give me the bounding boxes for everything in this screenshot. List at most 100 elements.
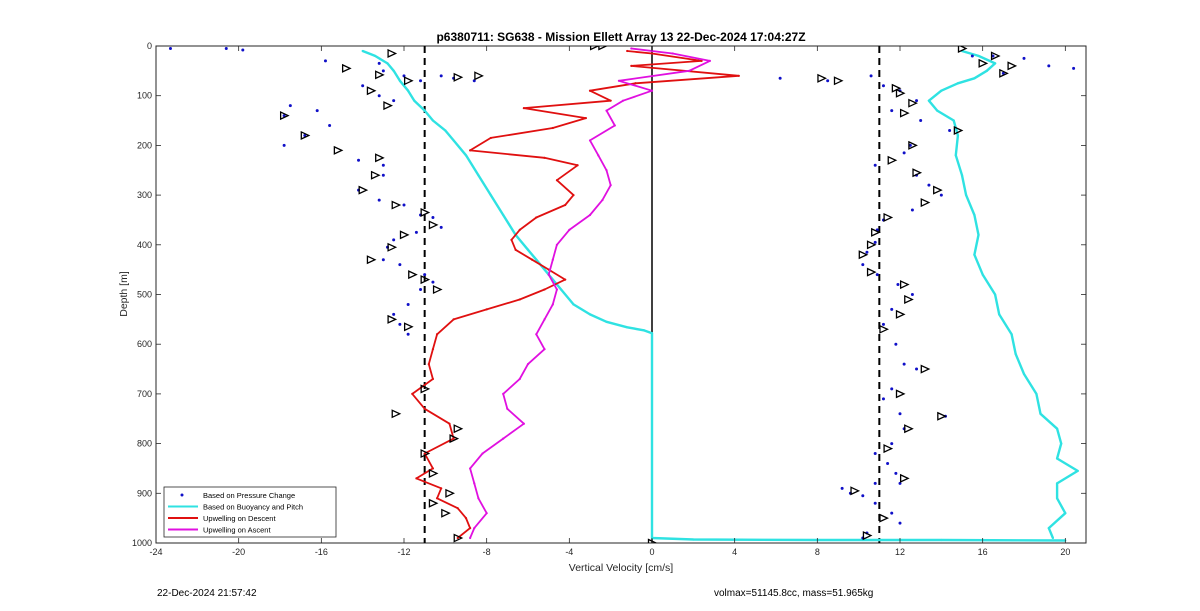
triangle-marker [408, 270, 418, 280]
series-point [502, 392, 505, 395]
triangle-marker [449, 434, 460, 444]
series-point [423, 407, 426, 410]
data-point [361, 84, 365, 88]
x-tick-label: 8 [815, 547, 820, 557]
series-point [535, 216, 538, 219]
triangle-marker [904, 424, 914, 434]
series-point [708, 59, 711, 63]
triangle-marker [850, 486, 861, 496]
series-point [502, 437, 505, 440]
series-point [559, 288, 563, 291]
data-point [168, 46, 172, 50]
triangle-marker [341, 63, 352, 73]
series-point [431, 377, 435, 381]
series-point [1076, 469, 1079, 473]
series-point [977, 54, 980, 58]
triangle-marker [887, 155, 898, 165]
series-based-on-buoyancy-and-pitch [361, 49, 1079, 542]
data-point [869, 74, 873, 78]
data-point [881, 322, 885, 326]
series-point [700, 59, 703, 63]
series-point [609, 99, 612, 102]
triangle-marker [366, 255, 377, 265]
data-point [970, 54, 974, 58]
data-point [881, 397, 885, 401]
series-point [485, 308, 488, 311]
y-tick-label: 0 [147, 41, 152, 51]
data-point [288, 104, 292, 108]
series-point [1010, 333, 1013, 336]
data-point [939, 193, 943, 197]
series-upwelling-on-descent [411, 49, 740, 540]
triangle-marker [391, 200, 402, 210]
triangle-marker [858, 250, 869, 260]
series-point [977, 233, 980, 236]
data-point [392, 99, 396, 103]
data-point [224, 46, 228, 50]
triangle-marker [453, 72, 464, 82]
data-point [439, 225, 443, 229]
x-tick-label: 0 [649, 547, 654, 557]
series-point [1055, 497, 1059, 500]
series-point [671, 52, 674, 55]
footer-params: volmax=51145.8cc, mass=51.965kg [714, 588, 874, 599]
series-point [576, 164, 579, 167]
y-tick-label: 800 [137, 439, 152, 449]
x-tick-label: -20 [232, 547, 245, 557]
triangle-marker [912, 168, 923, 178]
y-axis-label: Depth [m] [118, 271, 130, 317]
y-axis: 0 100 200 300 400 500 600 700 800 900 1000 [132, 41, 1086, 548]
data-point [873, 163, 877, 167]
series-point [588, 89, 592, 92]
data-point [991, 54, 995, 58]
series-point [526, 248, 530, 251]
y-tick-label: 500 [137, 290, 152, 300]
series-point [473, 482, 476, 485]
series-point [584, 116, 587, 120]
data-point [392, 312, 396, 316]
series-point [642, 329, 645, 332]
triangle-marker [953, 125, 964, 136]
triangle-marker [899, 108, 910, 118]
data-point [419, 79, 423, 83]
triangle-marker [957, 46, 968, 54]
triangle-marker [399, 230, 410, 240]
series-point [621, 99, 625, 102]
series-point [927, 99, 931, 102]
series-point [531, 258, 534, 261]
data-point [910, 293, 914, 296]
data-point [439, 74, 443, 78]
triangle-marker [441, 508, 451, 518]
series-point [555, 288, 559, 291]
series-point [1055, 482, 1059, 485]
series-point [1060, 442, 1063, 445]
data-point [431, 215, 435, 219]
x-tick-label: -16 [315, 547, 328, 557]
triangle-marker [833, 76, 844, 86]
data-point [881, 84, 885, 88]
data-point [910, 208, 914, 212]
triangle-marker [391, 409, 402, 419]
data-point [919, 119, 923, 123]
triangle-marker [895, 389, 906, 399]
triangle-marker [428, 498, 439, 508]
series-point [568, 228, 571, 231]
x-tick-label: 12 [895, 547, 905, 557]
triangle-marker [370, 170, 381, 180]
y-tick-label: 900 [137, 488, 152, 498]
series-point [485, 512, 488, 515]
data-point [886, 461, 890, 465]
series-point [431, 348, 435, 351]
series-point [510, 238, 513, 241]
x-tick-label: -4 [565, 547, 573, 557]
data-point [898, 481, 902, 485]
series-point [650, 89, 654, 92]
series-point [956, 82, 959, 85]
series-point [518, 377, 521, 381]
series-point [535, 258, 538, 261]
data-point [948, 128, 952, 132]
series-point [477, 174, 480, 177]
triangle-marker [883, 444, 894, 454]
data-point [398, 322, 402, 326]
